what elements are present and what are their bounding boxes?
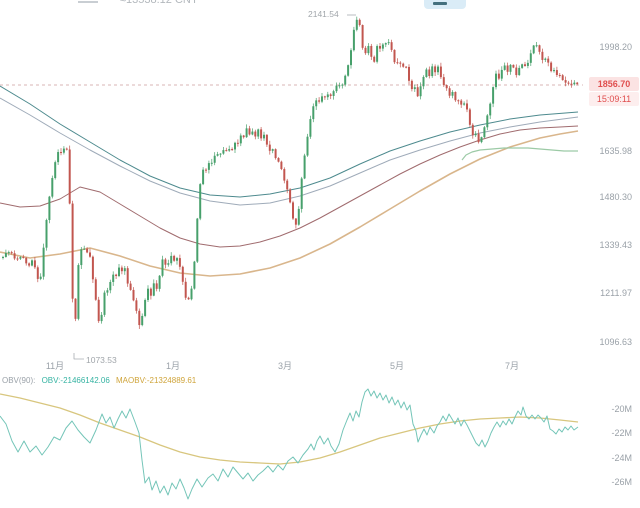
x-axis-tick-label: 3月 (277, 361, 293, 371)
current-price-badge: 1856.70 (589, 77, 639, 91)
x-axis-tick-label: 5月 (389, 361, 405, 371)
low-annotation: 1073.53 (86, 355, 117, 365)
x-axis-tick-label: 11月 (45, 361, 65, 371)
y-axis-tick-label: -24M (611, 453, 632, 463)
header-text-fragment (78, 1, 98, 3)
y-axis-tick-label: 1339.43 (599, 240, 632, 250)
obv-period-label: OBV(90): (2, 376, 36, 385)
high-annotation: 2141.54 (308, 9, 339, 19)
y-axis-tick-label: 1480.30 (599, 192, 632, 202)
y-axis-tick-label: 1998.20 (599, 42, 632, 52)
header-badge-button[interactable] (424, 0, 466, 9)
obv-chart-canvas[interactable] (0, 385, 583, 508)
y-axis-tick-label: -26M (611, 477, 632, 487)
y-axis-tick-label: 1635.98 (599, 146, 632, 156)
countdown-badge: 15:09:11 (589, 92, 639, 106)
maobv-value-label: MAOBV:-21324889.61 (116, 376, 197, 385)
y-axis-tick-label: 1096.63 (599, 337, 632, 347)
x-axis-tick-label: 1月 (165, 361, 181, 371)
approx-price-label: ≈13538.12 CNY (120, 0, 199, 6)
y-axis-tick-label: -20M (611, 404, 632, 414)
obv-header: OBV(90): OBV:-21466142.06 MAOBV:-2132488… (2, 376, 200, 385)
main-chart-canvas[interactable] (0, 0, 583, 372)
y-axis-tick-label: -22M (611, 428, 632, 438)
y-axis-tick-label: 1211.97 (600, 288, 632, 298)
x-axis-tick-label: 7月 (504, 361, 520, 371)
minus-icon (433, 2, 447, 5)
obv-value-label: OBV:-21466142.06 (41, 376, 110, 385)
